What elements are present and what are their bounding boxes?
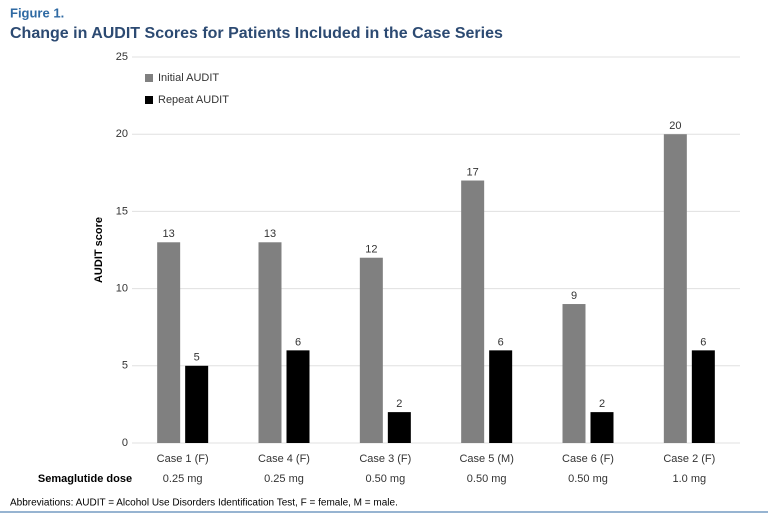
- x-tick-label: Case 2 (F): [663, 453, 715, 465]
- y-tick-label: 5: [122, 360, 128, 372]
- value-label: 13: [264, 228, 276, 240]
- bar: [359, 257, 383, 443]
- dose-label: 1.0 mg: [673, 473, 707, 485]
- dose-label: 0.50 mg: [467, 473, 507, 485]
- bar: [590, 412, 614, 443]
- footnote: Abbreviations: AUDIT = Alcohol Use Disor…: [10, 498, 398, 509]
- y-tick-label: 10: [116, 283, 128, 295]
- x-tick-label: Case 4 (F): [258, 453, 310, 465]
- y-axis-label: AUDIT score: [93, 217, 105, 283]
- bar: [286, 350, 310, 443]
- value-label: 12: [365, 244, 377, 256]
- value-label: 9: [571, 290, 577, 302]
- x-tick-label: Case 1 (F): [157, 453, 209, 465]
- value-label: 6: [700, 336, 706, 348]
- legend-label: Repeat AUDIT: [158, 94, 229, 106]
- bar: [562, 304, 586, 443]
- bar: [157, 242, 181, 443]
- dose-label: 0.50 mg: [365, 473, 405, 485]
- bar: [489, 350, 513, 443]
- bar: [387, 412, 411, 443]
- bar: [663, 134, 687, 443]
- chart-title: Change in AUDIT Scores for Patients Incl…: [10, 25, 503, 42]
- figure-label: Figure 1.: [10, 5, 64, 20]
- legend-label: Initial AUDIT: [158, 72, 219, 84]
- y-tick-label: 15: [116, 205, 128, 217]
- x-tick-label: Case 5 (M): [459, 453, 513, 465]
- dose-label: 0.50 mg: [568, 473, 608, 485]
- y-tick-label: 25: [116, 51, 128, 63]
- value-label: 2: [599, 398, 605, 410]
- value-label: 6: [498, 336, 504, 348]
- value-label: 20: [669, 120, 681, 132]
- value-label: 2: [396, 398, 402, 410]
- legend-swatch: [145, 74, 153, 82]
- value-label: 5: [194, 352, 200, 364]
- bar: [691, 350, 715, 443]
- bar: [185, 365, 209, 443]
- value-label: 6: [295, 336, 301, 348]
- y-tick-label: 0: [122, 437, 128, 449]
- x-tick-label: Case 6 (F): [562, 453, 614, 465]
- y-tick-label: 20: [116, 128, 128, 140]
- bar: [461, 180, 485, 443]
- dose-label: 0.25 mg: [264, 473, 304, 485]
- dose-label: 0.25 mg: [163, 473, 203, 485]
- value-label: 17: [467, 166, 479, 178]
- value-label: 13: [163, 228, 175, 240]
- x-tick-label: Case 3 (F): [359, 453, 411, 465]
- row-label: Semaglutide dose: [38, 473, 132, 485]
- legend-swatch: [145, 96, 153, 104]
- bar: [258, 242, 282, 443]
